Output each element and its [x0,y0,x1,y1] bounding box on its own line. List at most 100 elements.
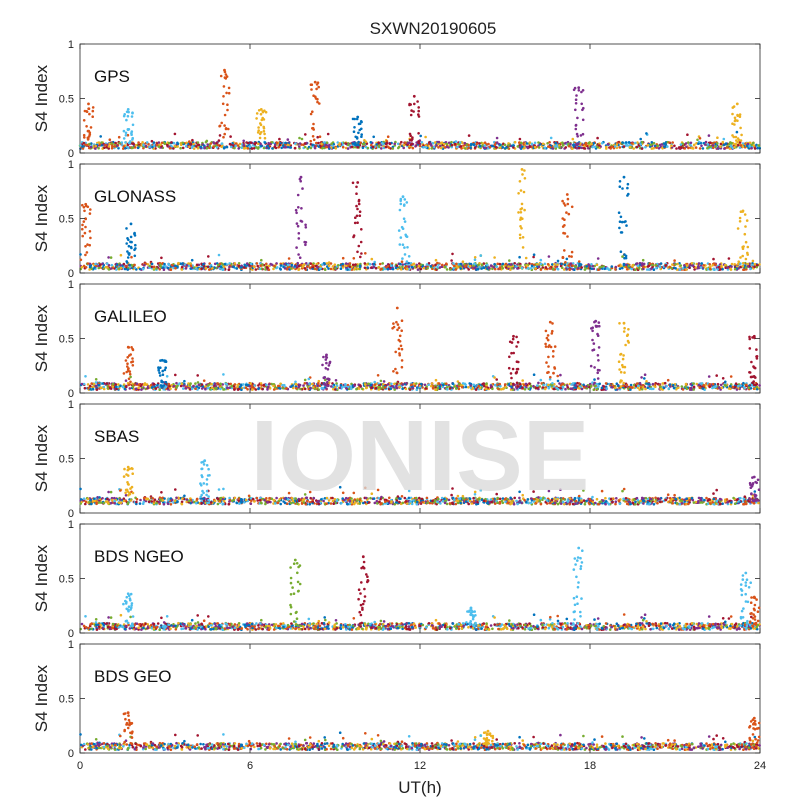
data-point [536,384,539,387]
data-point [190,387,194,391]
data-point [286,263,290,267]
data-point [370,257,374,261]
spike-point [256,131,260,134]
spike-point [552,371,555,375]
data-point [438,266,442,269]
data-point [475,142,479,146]
spike-point [401,243,405,246]
data-point [208,144,212,148]
spike-point [597,321,601,324]
data-point [252,147,256,150]
data-point [453,264,456,268]
spike-point [593,381,596,385]
data-point [167,266,170,270]
data-point [698,137,702,140]
spike-point [740,133,743,137]
data-point [697,383,701,387]
data-point [196,374,199,377]
data-point [405,382,408,385]
data-point [386,135,390,138]
data-point [598,266,601,269]
data-point [487,266,491,270]
data-point [110,142,113,145]
spike-point [316,81,320,84]
data-point [529,384,533,388]
data-point [680,385,684,388]
data-point [110,263,114,267]
spike-point [294,208,298,212]
data-point [233,388,236,391]
data-point [133,263,136,267]
data-point [176,141,179,145]
data-point [165,375,169,378]
data-point [203,146,206,149]
data-point [743,386,746,390]
data-point [277,384,280,388]
data-point [728,147,732,150]
spike-point [741,247,745,250]
data-point [363,262,367,265]
spike-point [354,135,358,139]
data-point [460,147,463,150]
spike-point [356,221,359,224]
data-point [189,382,192,385]
data-point [84,266,88,269]
spike-point [295,222,299,225]
data-point [379,268,382,271]
spike-point [409,134,412,137]
data-point [258,267,262,271]
data-point [344,142,348,145]
data-point [232,265,235,269]
data-point [348,267,352,271]
data-point [511,267,514,270]
data-point [262,146,266,150]
data-point [104,143,107,147]
spike-point [227,91,231,95]
data-point [206,143,209,146]
data-point [431,387,435,390]
spike-point [626,339,630,343]
data-point [553,262,556,266]
data-point [284,141,287,145]
data-point [103,146,106,149]
data-point [297,385,300,389]
data-point [253,384,256,387]
spike-point [617,211,621,214]
data-point [293,146,297,150]
data-point [742,381,745,385]
data-point [437,146,440,149]
data-point [447,141,451,145]
data-point [411,386,415,390]
data-point [189,264,193,268]
data-point [659,262,663,265]
data-point [411,146,415,150]
data-point [432,264,435,268]
spike-point [523,177,527,180]
data-point [325,262,329,265]
spike-point [744,225,747,228]
data-point [677,146,681,149]
spike-peak-point [622,321,626,325]
data-point [311,143,315,147]
y-tick-label: 0.5 [59,94,74,106]
spike-point [85,110,88,113]
spike-point [158,374,162,377]
data-point [711,146,715,150]
data-point [273,264,276,268]
data-point [136,146,140,150]
spike-point [741,264,745,268]
data-point [281,383,284,387]
data-point [352,257,356,260]
data-point [220,142,224,146]
data-point [473,258,477,262]
spike-point [626,333,630,337]
data-point [751,259,755,263]
data-point [622,145,626,148]
spike-point [131,347,134,351]
data-point [390,264,393,268]
spike-point [127,377,131,381]
data-point [307,377,311,381]
data-point [741,145,745,149]
data-point [124,379,128,383]
data-point [738,146,742,149]
